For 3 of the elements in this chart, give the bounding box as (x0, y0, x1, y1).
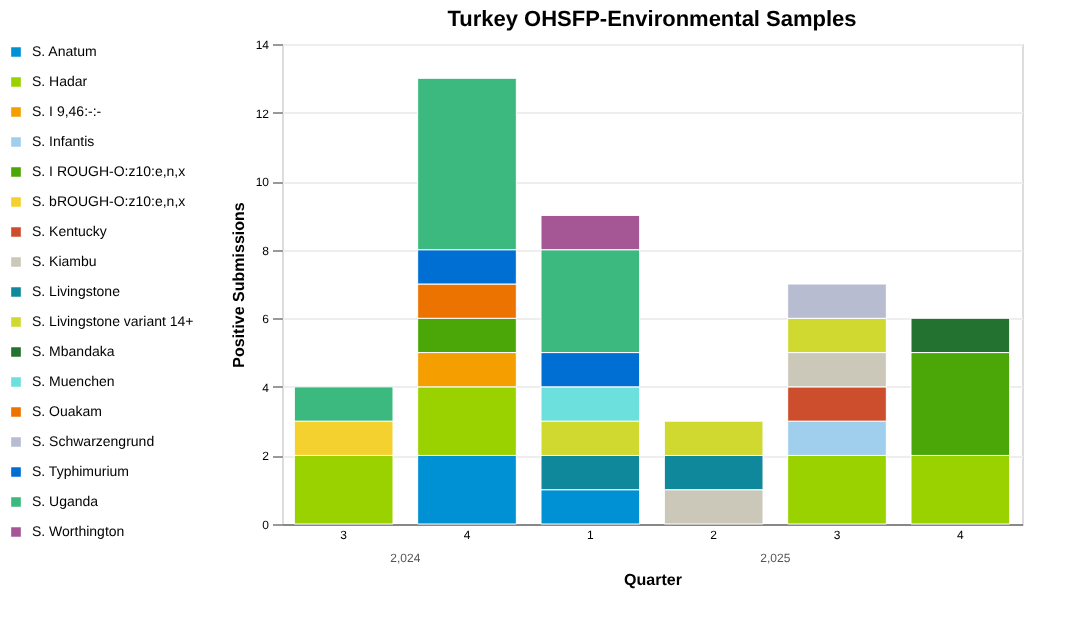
x-axis-title: Quarter (624, 571, 682, 589)
y-axis-title: Positive Submissions (229, 201, 248, 368)
chart-title: Turkey OHSFP-Environmental Samples (447, 8, 857, 32)
